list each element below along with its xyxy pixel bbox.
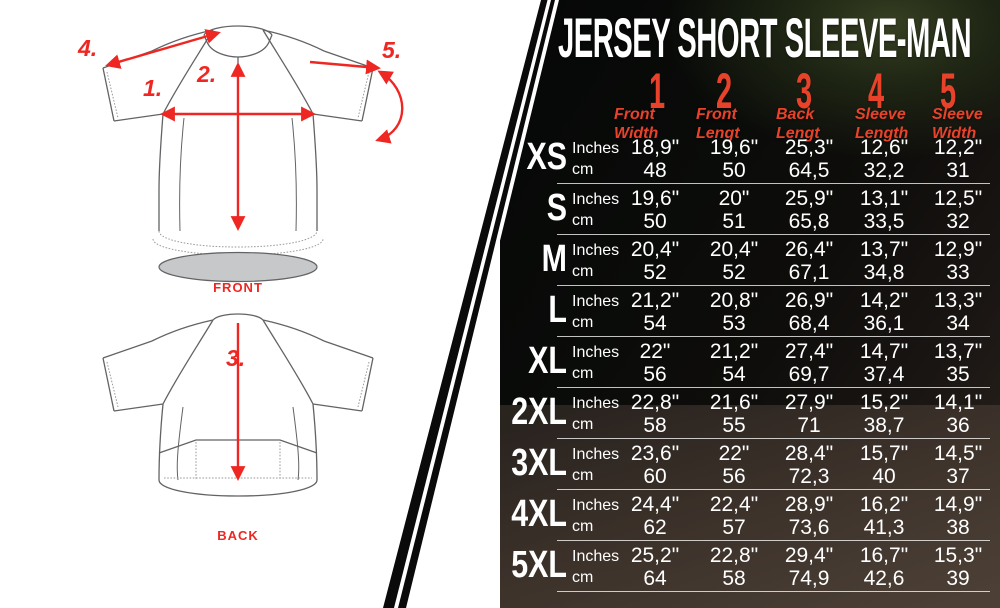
svg-text:4.: 4. (77, 35, 97, 61)
svg-text:2.: 2. (196, 61, 216, 87)
svg-text:1.: 1. (143, 75, 162, 101)
svg-text:5.: 5. (382, 37, 401, 63)
